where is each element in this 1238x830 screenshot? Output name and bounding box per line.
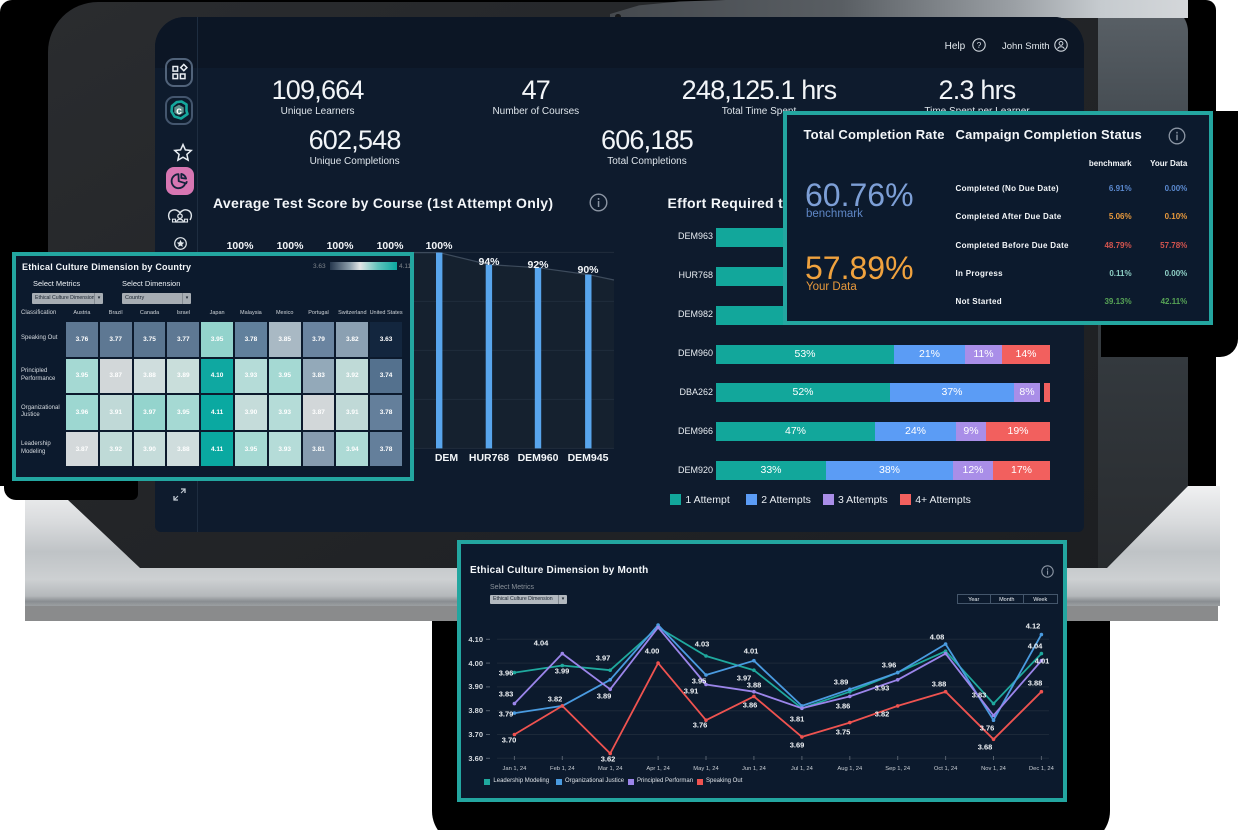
svg-text:c: c (176, 105, 182, 117)
svg-text:?: ? (977, 40, 982, 50)
